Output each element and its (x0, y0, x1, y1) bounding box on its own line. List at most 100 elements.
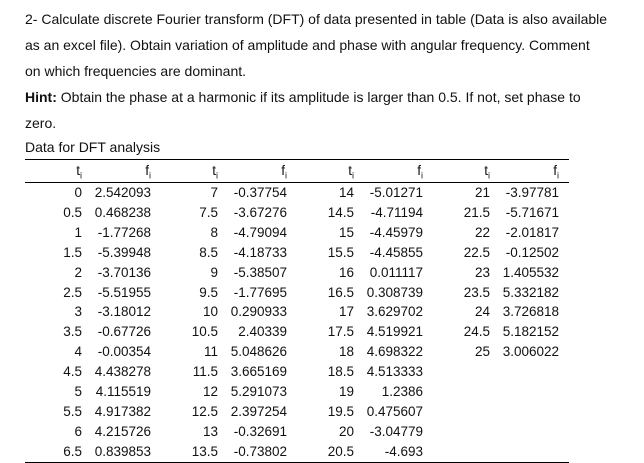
t-value-cell: 10.5 (191, 324, 218, 340)
t-value-cell: 25 (474, 344, 490, 360)
table-row: 4.5 4.438278 11.5 3.665169 18.5 4.513333 (25, 362, 569, 382)
t-value-cell (433, 422, 493, 442)
t-value-cell: 12 (202, 384, 218, 400)
table-row: 5 4.115519 12 5.291073 19 1.2386 (25, 382, 569, 402)
table-row: 4 -0.00354 11 5.048626 18 4.698322 25 3.006022 (25, 342, 569, 362)
f-value-cell: 1.2386 (381, 384, 423, 400)
f-value-cell: 0.290933 (230, 304, 287, 320)
t-value-cell: 21 (474, 185, 490, 200)
t-value-cell: 19 (338, 384, 354, 400)
f-value-cell (493, 362, 569, 382)
t-value-cell: 3 (74, 304, 82, 320)
f-value-cell: 2.542093 (94, 185, 151, 200)
f-value-cell: -0.32691 (233, 423, 287, 439)
t-value-cell: 8.5 (199, 244, 218, 260)
t-value-cell: 0 (74, 185, 82, 200)
f-value-cell: -0.37754 (233, 185, 287, 200)
f-value-cell: 0.308739 (366, 284, 423, 300)
f-value-cell: 2.397254 (230, 403, 287, 419)
table-row: 1.5 -5.39948 8.5 -4.18733 15.5 -4.45855 22.5 -0… (25, 243, 569, 263)
f-value-cell: -3.04779 (369, 423, 423, 439)
hint-text: Obtain the phase at a harmonic if its am… (56, 89, 581, 105)
hint-paragraph: Hint: Obtain the phase at a harmonic if … (25, 84, 626, 136)
dft-data-table: ti fi ti fi ti fi ti fi 0 2.542093 7 -0.377… (25, 159, 569, 463)
t-value-cell: 23.5 (463, 284, 490, 300)
table-row: 2.5 -5.51955 9.5 -1.77695 16.5 0.308739 23.5 5.… (25, 283, 569, 303)
t-value-cell: 22.5 (463, 244, 490, 260)
f-value-cell: 4.698322 (366, 344, 423, 360)
t-value-cell: 19.5 (327, 403, 354, 419)
dft-table-body: 0 2.542093 7 -0.37754 14 -5.01271 21 -3.97781 0.… (25, 183, 569, 463)
hint-line: Hint: Obtain the phase at a harmonic if … (25, 84, 626, 110)
t-value-cell: 13 (202, 423, 218, 439)
col-header-f: fi (417, 163, 423, 181)
t-value-cell: 5 (74, 384, 82, 400)
t-value-cell (433, 442, 493, 462)
problem-line: as an excel file). Obtain variation of a… (25, 37, 590, 53)
f-value-cell: 2.40339 (238, 324, 287, 340)
f-value-cell: -5.38507 (233, 264, 287, 280)
t-value-cell: 24 (474, 304, 490, 320)
t-value-cell: 15.5 (327, 244, 354, 260)
col-header-t: ti (348, 163, 354, 181)
t-value-cell: 8 (210, 224, 218, 240)
f-value-cell (493, 402, 569, 422)
t-value-cell: 17 (338, 304, 354, 320)
f-value-cell: 5.048626 (230, 344, 287, 360)
t-value-cell: 16 (338, 264, 354, 280)
t-value-cell: 5.5 (63, 403, 82, 419)
f-value-cell: -4.45979 (369, 224, 423, 240)
table-row: 5.5 4.917382 12.5 2.397254 19.5 0.475607 (25, 402, 569, 422)
col-header-f: fi (281, 163, 287, 181)
table-row: 6 4.215726 13 -0.32691 20 -3.04779 (25, 422, 569, 442)
f-value-cell: 3.726818 (502, 304, 559, 320)
t-value-cell: 14.5 (327, 204, 354, 220)
t-value-cell: 11.5 (192, 364, 218, 380)
f-value-cell: -1.77695 (233, 284, 287, 300)
f-value-cell (493, 422, 569, 442)
t-value-cell: 12.5 (191, 403, 218, 419)
t-value-cell: 23 (474, 264, 490, 280)
f-value-cell: 4.519921 (366, 324, 423, 340)
f-value-cell: -5.51955 (97, 284, 151, 300)
table-row: 6.5 0.839853 13.5 -0.73802 20.5 -4.693 (25, 442, 569, 462)
f-value-cell: -3.67276 (233, 204, 287, 220)
f-value-cell: 3.629702 (366, 304, 423, 320)
table-title: Data for DFT analysis (25, 139, 161, 155)
t-value-cell: 1 (74, 224, 82, 240)
t-value-cell: 13.5 (191, 443, 218, 459)
hint-label: Hint: (25, 89, 57, 105)
t-value-cell: 15 (338, 224, 354, 240)
f-value-cell: 4.115519 (95, 384, 151, 400)
table-row: 2 -3.70136 9 -5.38507 16 0.011117 23 1.405532 (25, 263, 569, 283)
table-row: 0.5 0.468238 7.5 -3.67276 14.5 -4.71194 21.5 -5… (25, 203, 569, 223)
t-value-cell: 21.5 (463, 204, 490, 220)
t-value-cell: 6 (74, 423, 82, 439)
problem-statement: 2- Calculate discrete Fourier transform … (25, 6, 626, 84)
f-value-cell: -3.70136 (97, 264, 151, 280)
table-header-row: ti fi ti fi ti fi ti fi (25, 160, 569, 183)
f-value-cell: -4.71194 (370, 204, 423, 220)
f-value-cell: 0.468238 (94, 204, 151, 220)
f-value-cell: 0.011117 (369, 264, 423, 280)
table-row: 3.5 -0.67726 10.5 2.40339 17.5 4.519921 24.5 5.… (25, 322, 569, 342)
f-value-cell: -5.71671 (505, 204, 559, 220)
col-header-t: ti (212, 163, 218, 181)
t-value-cell: 4 (74, 344, 82, 360)
f-value-cell (493, 382, 569, 402)
col-header-f: fi (145, 163, 151, 181)
f-value-cell: -4.79094 (233, 224, 287, 240)
f-value-cell: 4.438278 (94, 364, 151, 380)
t-value-cell (433, 402, 493, 422)
problem-line: on which frequencies are dominant. (25, 63, 247, 79)
f-value-cell: -5.01271 (369, 185, 423, 200)
hint-line: zero. (25, 115, 57, 131)
f-value-cell: 1.405532 (502, 264, 559, 280)
t-value-cell: 14 (338, 185, 354, 200)
col-header-f: fi (553, 163, 559, 181)
t-value-cell: 10 (202, 304, 218, 320)
f-value-cell: -0.00354 (97, 344, 151, 360)
t-value-cell: 0.5 (63, 204, 82, 220)
f-value-cell (493, 442, 569, 462)
t-value-cell (433, 382, 493, 402)
